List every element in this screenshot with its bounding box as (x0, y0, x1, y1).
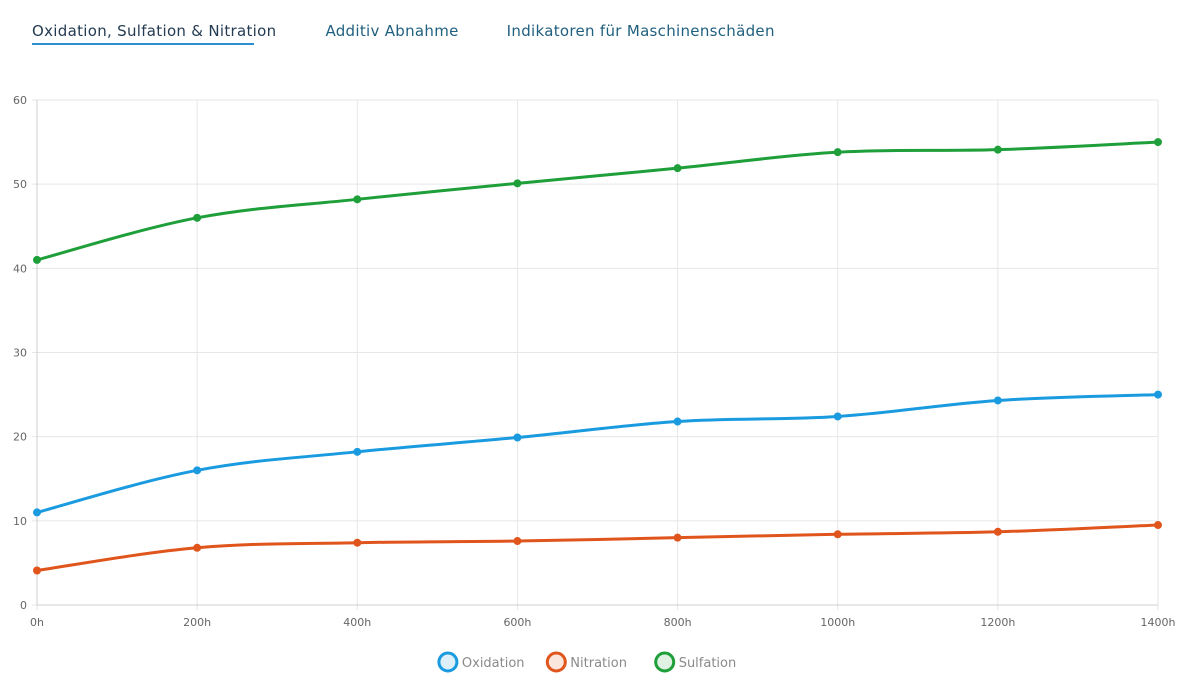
y-tick-label: 20 (13, 431, 27, 444)
y-tick-label: 40 (13, 262, 27, 275)
y-tick-label: 30 (13, 347, 27, 360)
legend-item-nitration[interactable]: Nitration (545, 651, 627, 673)
nitration-point[interactable] (833, 530, 842, 539)
nitration-point[interactable] (1154, 521, 1162, 530)
tab-bar: Oxidation, Sulfation & Nitration Additiv… (32, 22, 775, 52)
legend-label-nitration: Nitration (570, 656, 627, 671)
sulfation-point[interactable] (33, 255, 41, 264)
legend-marker-sulfation (654, 651, 676, 673)
nitration-point[interactable] (513, 537, 522, 546)
y-tick-label: 10 (13, 515, 27, 528)
oxidation-point[interactable] (353, 447, 362, 456)
series-oxidation (33, 390, 1162, 517)
tab-oxidation-sulfation-nitration[interactable]: Oxidation, Sulfation & Nitration (32, 22, 276, 52)
oxidation-point[interactable] (673, 417, 682, 426)
legend-marker-nitration (545, 651, 567, 673)
x-tick-label: 1000h (820, 616, 855, 629)
nitration-point[interactable] (673, 533, 682, 542)
oxidation-point[interactable] (833, 412, 842, 421)
nitration-point[interactable] (353, 538, 362, 547)
oxidation-point[interactable] (193, 466, 202, 475)
oxidation-line (35, 393, 1160, 514)
legend-label-sulfation: Sulfation (679, 656, 737, 671)
sulfation-point[interactable] (673, 164, 682, 173)
nitration-point[interactable] (193, 543, 202, 552)
sulfation-point[interactable] (353, 195, 362, 204)
x-tick-label: 1400h (1141, 616, 1176, 629)
sulfation-point[interactable] (993, 145, 1002, 154)
series-nitration (33, 521, 1162, 575)
y-tick-label: 50 (13, 178, 27, 191)
tab-indikatoren-maschinenschaeden[interactable]: Indikatoren für Maschinenschäden (506, 22, 775, 40)
oxidation-point[interactable] (33, 508, 41, 517)
nitration-point[interactable] (33, 566, 41, 575)
oxidation-point[interactable] (1154, 390, 1162, 399)
sulfation-point[interactable] (513, 179, 522, 188)
nitration-point[interactable] (993, 527, 1002, 536)
x-tick-label: 800h (664, 616, 692, 629)
oxidation-point[interactable] (513, 433, 522, 442)
sulfation-point[interactable] (1154, 138, 1162, 147)
legend-item-sulfation[interactable]: Sulfation (654, 651, 737, 673)
sulfation-point[interactable] (833, 148, 842, 157)
tab-additiv-abnahme[interactable]: Additiv Abnahme (325, 22, 459, 40)
nitration-line (35, 523, 1160, 572)
legend-item-oxidation[interactable]: Oxidation (437, 651, 525, 673)
oxidation-point[interactable] (993, 396, 1002, 405)
x-tick-label: 1200h (980, 616, 1015, 629)
y-tick-label: 60 (13, 94, 27, 107)
series-sulfation (33, 138, 1162, 264)
y-tick-label: 0 (20, 599, 27, 612)
legend-marker-oxidation (437, 651, 459, 673)
legend-label-oxidation: Oxidation (462, 656, 525, 671)
x-tick-label: 400h (343, 616, 371, 629)
x-tick-label: 600h (503, 616, 531, 629)
sulfation-point[interactable] (193, 213, 202, 222)
sulfation-line (35, 140, 1160, 262)
x-tick-label: 200h (183, 616, 211, 629)
x-tick-label: 0h (30, 616, 44, 629)
